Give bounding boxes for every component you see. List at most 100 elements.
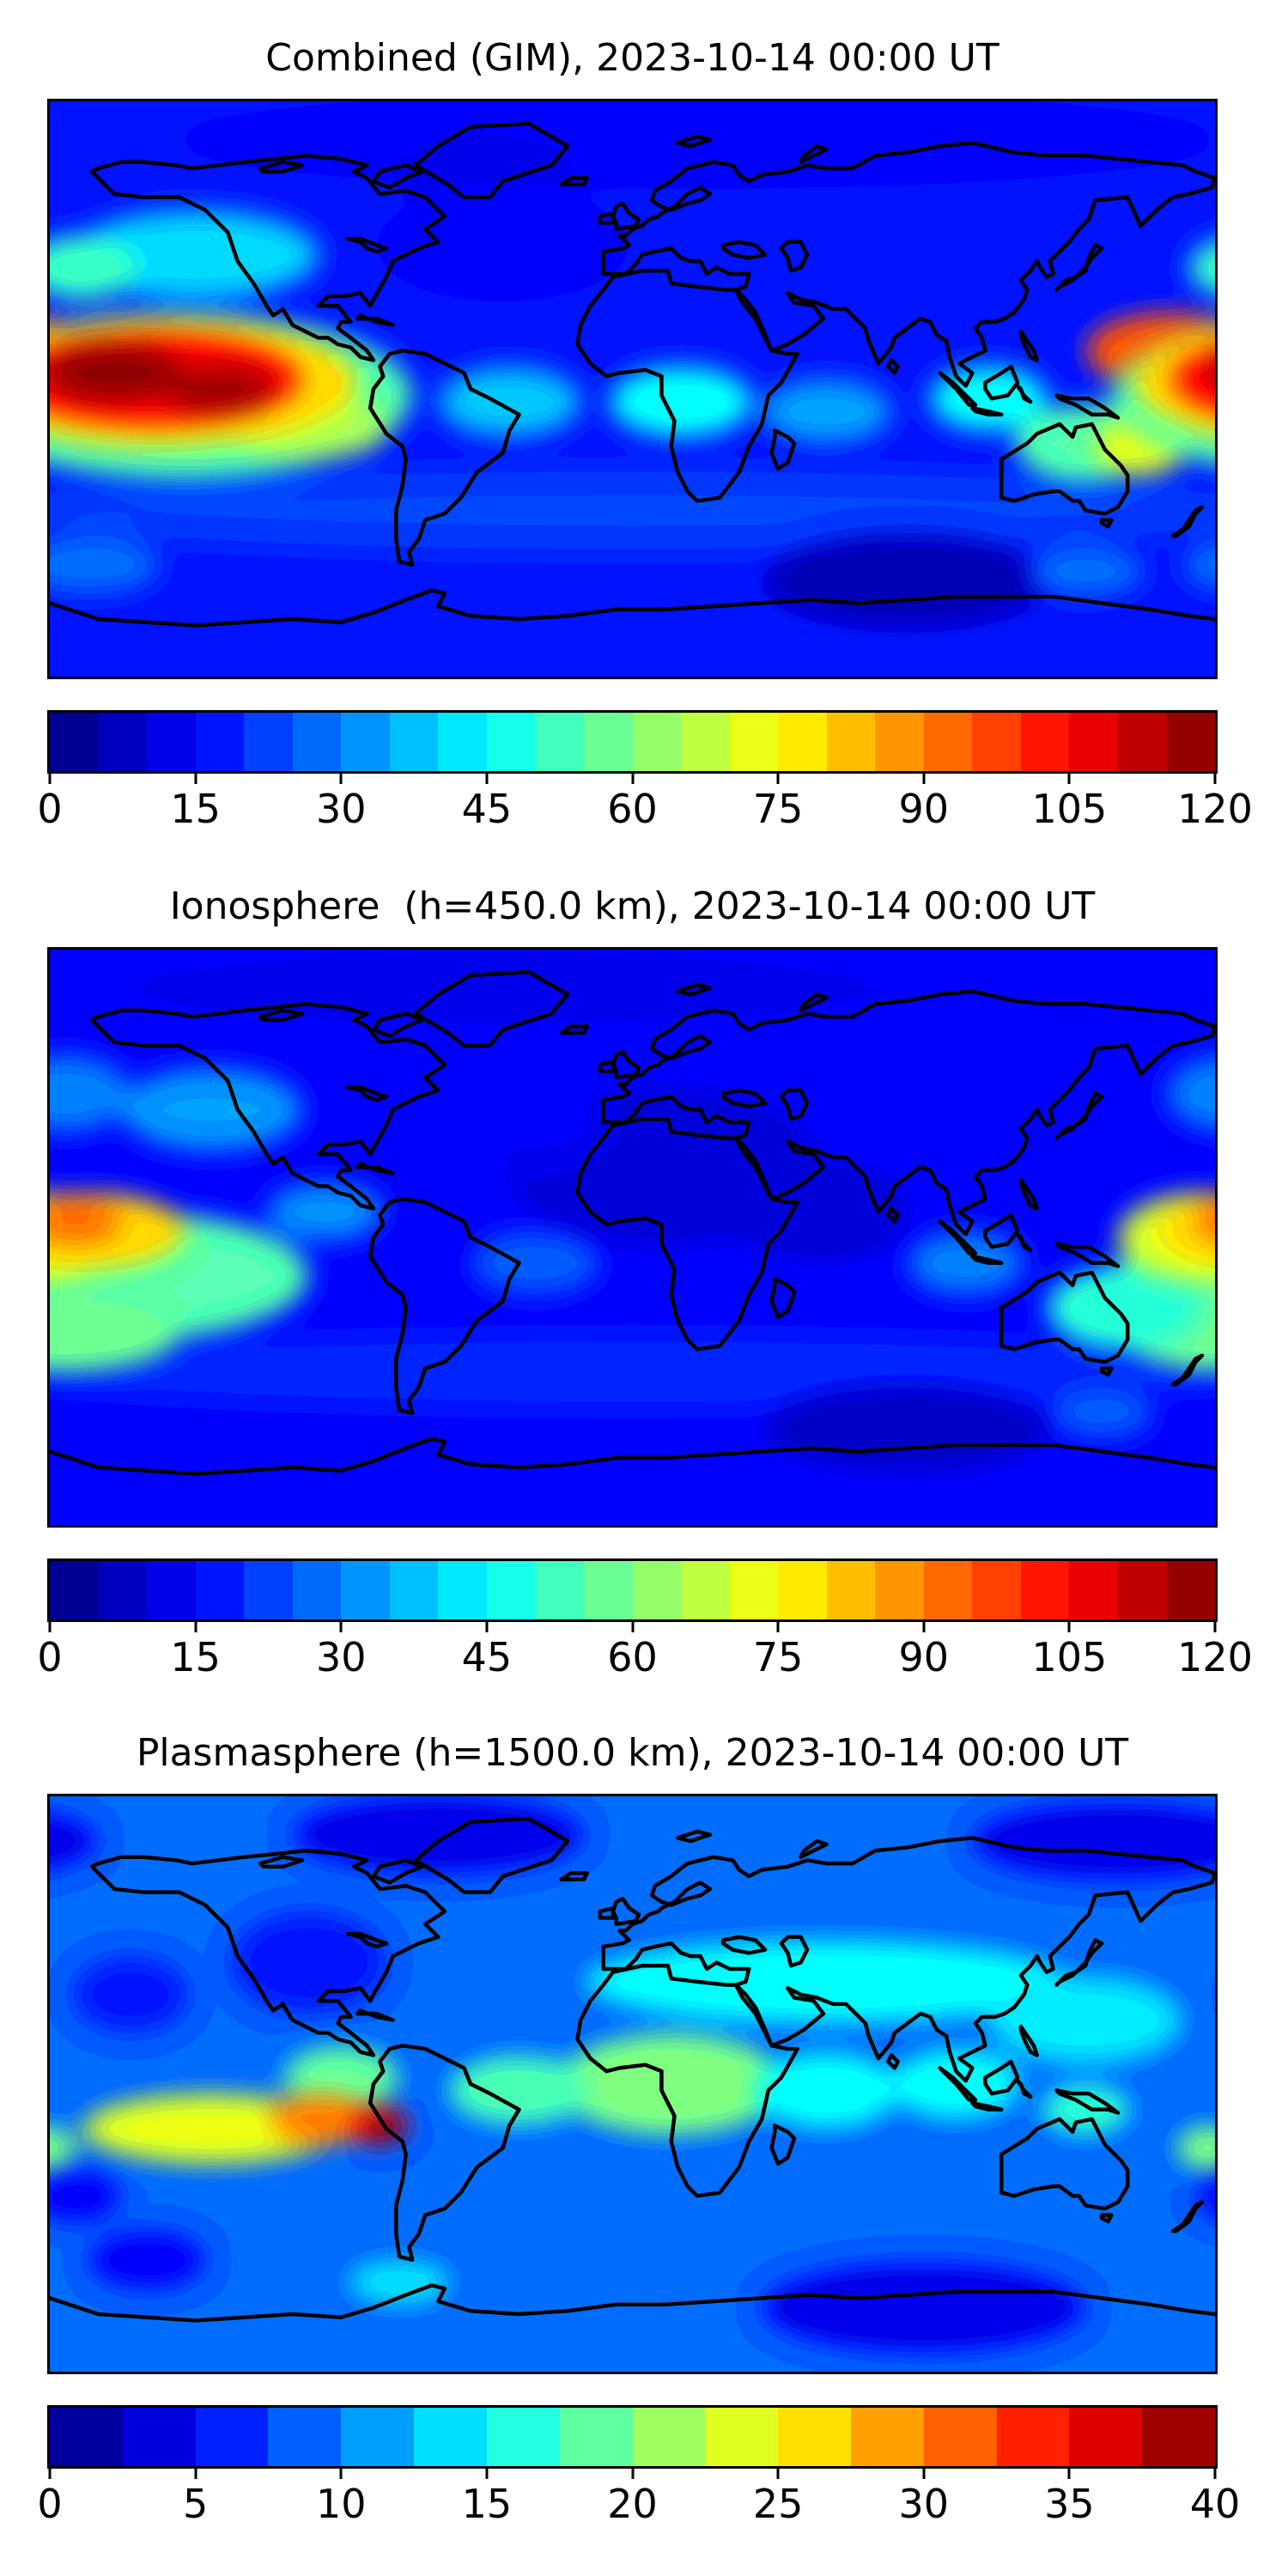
contour-feature-southern-navy [762, 2263, 1086, 2353]
colorbar-tick-label: 25 [752, 2481, 804, 2527]
coastline-path [559, 1024, 589, 1036]
colorbar-tick [1213, 1619, 1217, 1632]
colorbar-segment [729, 1561, 779, 1619]
colorbar-tick-label: 35 [1044, 2481, 1095, 2527]
colorbar-tick [631, 771, 634, 784]
contour-feature-wpac-cyan [988, 1975, 1183, 2065]
world-map-combined [47, 99, 1218, 679]
coastline-path [611, 1049, 641, 1080]
colorbar-segment [98, 713, 148, 771]
contour-feature-sw-navy-1 [50, 2170, 121, 2222]
contour-feature-south-america-dip-2 [399, 1275, 465, 1315]
coastline-path [368, 1197, 521, 1415]
coastline-path [970, 2101, 1004, 2112]
colorbar-tick [48, 2466, 52, 2479]
contour-feature-epac-orange-core [50, 1199, 121, 1244]
coastline-path [601, 141, 1215, 388]
colorbar-segment [1166, 1561, 1216, 1619]
colorbar-tick [1213, 2466, 1217, 2479]
colorbar-tick-labels-combined: 0 15 30 45 60 75 90 105 120 [37, 786, 1253, 836]
contour-feature-south-midlat-band [50, 1333, 1215, 1410]
contour-feature-arctic-navy-east [50, 1812, 99, 1870]
coastline-path [258, 1008, 305, 1023]
coastline-path [601, 989, 1215, 1236]
colorbar-tick [922, 771, 926, 784]
colorbar-combined [47, 710, 1218, 774]
coastline-path [779, 1935, 810, 1968]
colorbar-tick [485, 2466, 489, 2479]
colorbar-segment [292, 1561, 342, 1619]
contour-feature-s-australia-cyan-spot [1049, 1387, 1154, 1439]
contour-feature-arctic-navy-west [292, 1796, 584, 1874]
colorbar-tick [339, 2466, 343, 2479]
colorbar-tick-label: 105 [1031, 786, 1108, 832]
colorbar-segment [195, 1561, 245, 1619]
coastline-path [355, 1162, 395, 1176]
coastline-path [355, 313, 395, 327]
colorbar-segment [972, 713, 1021, 771]
world-map-ionosphere [47, 947, 1218, 1528]
coastline-path [601, 1836, 1215, 2083]
colorbar-tick [48, 1619, 52, 1632]
colorbar-segment [923, 713, 973, 771]
coastline-path [1054, 393, 1121, 420]
coastline-path [50, 1437, 1215, 1476]
colorbar-segment [923, 2408, 997, 2466]
coastline-path [799, 1838, 829, 1859]
colorbar-tick-label: 10 [315, 2481, 367, 2527]
colorbar-tick [776, 2466, 780, 2479]
coastline-path [611, 201, 641, 232]
contour-feature-north-atlantic-low [373, 187, 633, 303]
coastline-path [720, 1088, 768, 1109]
colorbar-segment [1069, 713, 1119, 771]
colorbar-tick-label: 105 [1031, 1634, 1108, 1680]
colorbar-tick-labels-ionosphere: 0 15 30 45 60 75 90 105 120 [37, 1634, 1253, 1685]
colorbar-tick [339, 1619, 343, 1632]
colorbar-tick-label: 20 [607, 2481, 658, 2527]
coastline-path [769, 428, 797, 471]
coastline-path [769, 1277, 797, 1320]
coastline-path [1170, 505, 1205, 538]
panel-ionosphere: Ionosphere (h=450.0 km), 2023-10-14 00:0… [0, 848, 1288, 1698]
world-map-plasmasphere [47, 1794, 1218, 2374]
contour-feature-indian-ocean-cyan [762, 379, 892, 444]
colorbar-tick [776, 771, 780, 784]
contour-feature-nw-america-cyan [120, 1067, 303, 1151]
colorbar-tick [922, 2466, 926, 2479]
coastline-path [1170, 2200, 1205, 2233]
colorbar-segment [559, 2408, 633, 2466]
coastline-path [50, 588, 1215, 628]
colorbar-segment [50, 713, 99, 771]
contour-feature-npac-low [72, 1956, 190, 2033]
coastline-path [355, 2008, 395, 2022]
contour-feature-central-america-cyan [266, 1182, 384, 1241]
contour-feature-s-australia-cyan-spot [1027, 545, 1145, 597]
colorbar-segment [486, 1561, 536, 1619]
coastline-path [886, 1206, 900, 1224]
coastline-path [1018, 329, 1039, 362]
contour-feature-eq-atlantic-green [447, 2055, 591, 2126]
colorbar-tick [485, 1619, 489, 1632]
world-map-svg-plasmasphere [50, 1796, 1215, 2372]
colorbar-segment [584, 1561, 633, 1619]
colorbar-segment [535, 1561, 585, 1619]
coastline-path [1015, 384, 1033, 404]
colorbar-segment [1069, 1561, 1119, 1619]
colorbar-tick-label: 45 [461, 786, 513, 832]
coastline-path [779, 240, 810, 273]
colorbar-segment [632, 2408, 706, 2466]
contour-feature-npac-green-patch [50, 235, 141, 300]
colorbar-ticks-ionosphere [48, 1619, 1217, 1632]
colorbar-segment [535, 713, 585, 771]
colorbar-tick-label: 0 [37, 2481, 63, 2527]
contour-feature-south-america-dip [383, 1218, 468, 1270]
coastline-path [413, 121, 570, 199]
contour-feature-epac-orange-core [1195, 1203, 1215, 1240]
colorbar-segment [414, 2408, 487, 2466]
contour-feature-north-atlantic-low [422, 1077, 617, 1174]
colorbar-segment [292, 713, 342, 771]
panel-title-combined: Combined (GIM), 2023-10-14 00:00 UT [265, 36, 999, 80]
colorbar-segment [438, 713, 487, 771]
colorbar-segment [122, 2408, 196, 2466]
contour-feature-npac-green-patch [1188, 240, 1215, 295]
